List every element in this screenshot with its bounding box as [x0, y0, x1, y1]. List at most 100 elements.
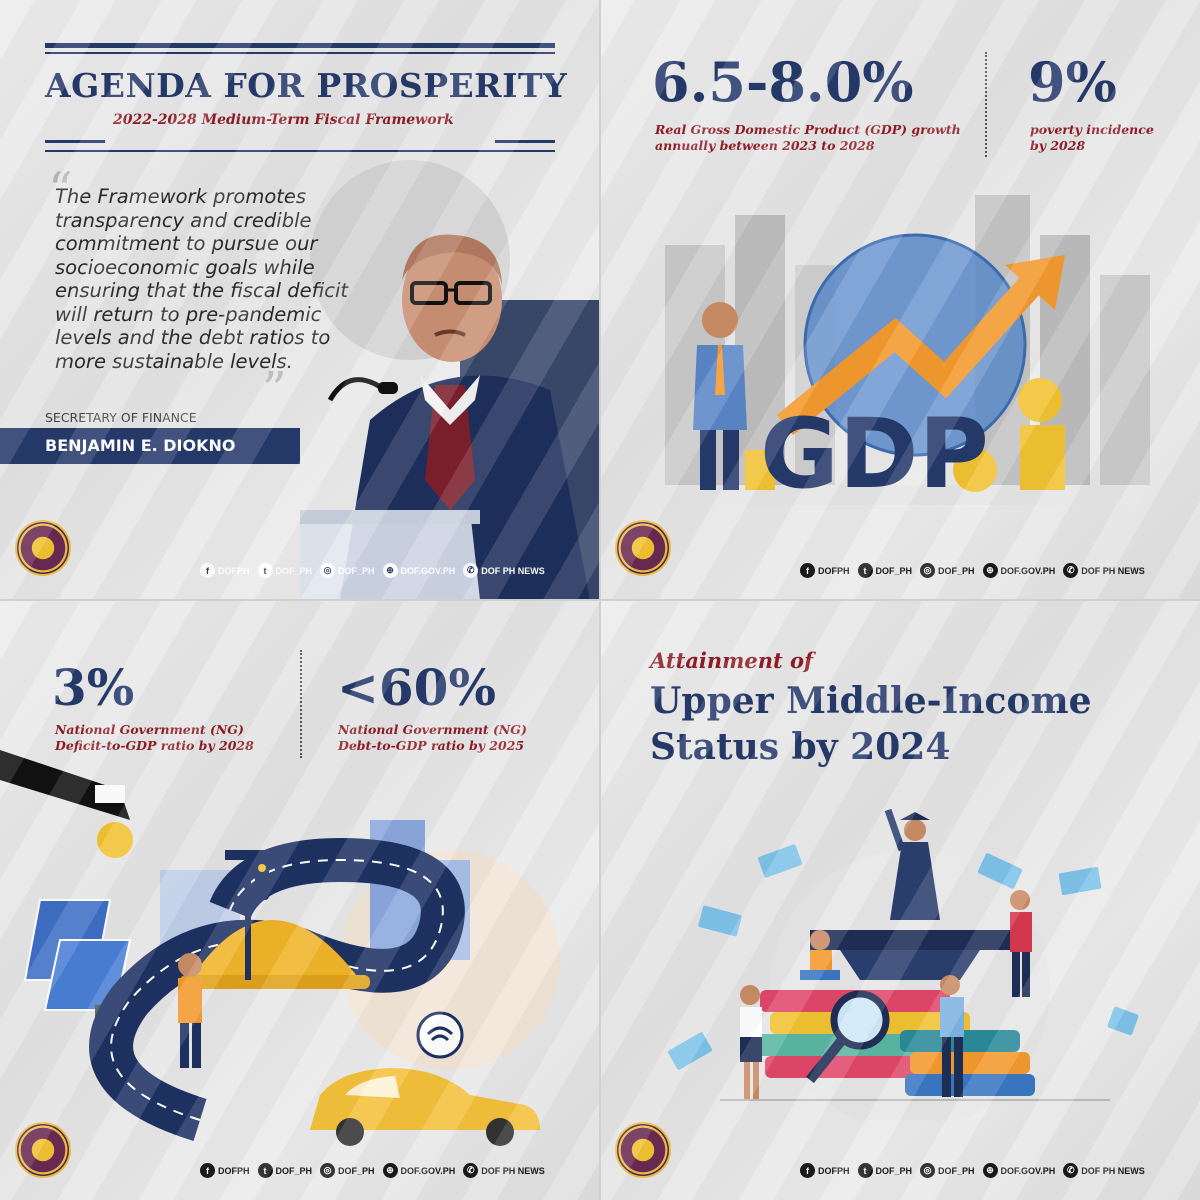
twitter-link[interactable]: t DOF_PH [857, 1163, 912, 1178]
poverty-value: 9% [1028, 50, 1117, 114]
car [310, 1068, 540, 1146]
social-links: f DOFPH t DOF_PH ◎ DOF_PH ⊕ DOF.GOV.PH ✆ DOF … [200, 563, 548, 578]
income-kicker: Attainment of [650, 648, 814, 673]
panel-divider-horizontal [0, 599, 1200, 601]
facebook-icon: f [200, 563, 215, 578]
businessman-figure [693, 302, 747, 490]
infrastructure-illustration [0, 750, 560, 1146]
man-figure [940, 975, 964, 1097]
dof-seal-logo [15, 520, 71, 576]
income-title-line2: Status by 2024 [650, 726, 951, 768]
megaphone-figure [1010, 890, 1032, 997]
graduate-figure [884, 808, 940, 920]
viber-link[interactable]: ✆ DOF PH NEWS [463, 563, 545, 578]
gdp-growth-label-line1: Real Gross Domestic Product (GDP) growth [655, 122, 961, 137]
gdp-text: GDP [760, 398, 989, 510]
phone-icon: ✆ [1063, 563, 1079, 578]
quote-text: The Framework promotes transparency and … [55, 185, 349, 373]
facebook-icon: f [800, 1163, 815, 1178]
debt-label-line2: Debt-to-GDP ratio by 2025 [338, 738, 525, 753]
title-rule-top [45, 43, 555, 48]
globe-icon: ⊕ [382, 563, 398, 578]
twitter-icon: t [257, 563, 273, 578]
instagram-link[interactable]: ◎ DOF_PH [920, 1163, 975, 1178]
gdp-coins [745, 378, 1065, 492]
phone-icon: ✆ [463, 1163, 479, 1178]
phone-icon: ✆ [463, 563, 479, 578]
instagram-link[interactable]: ◎ DOF_PH [920, 563, 975, 578]
facebook-link[interactable]: f DOFPH [800, 1163, 850, 1178]
phone-icon: ✆ [1063, 1163, 1079, 1178]
social-links: f DOFPH t DOF_PH ◎ DOF_PH ⊕ DOF.GOV.PH ✆ DOF … [200, 1163, 548, 1178]
panel-agenda-quote: AGENDA FOR PROSPERITY 2022-2028 Medium-T… [0, 0, 600, 600]
speaker-name: BENJAMIN E. DIOKNO [0, 428, 300, 464]
panel-gdp-targets: 6.5-8.0% Real Gross Domestic Product (GD… [600, 0, 1200, 600]
globe-icon: ⊕ [982, 563, 998, 578]
dof-seal-logo [615, 520, 671, 576]
traffic-light [225, 850, 275, 980]
twitter-icon: t [857, 1163, 873, 1178]
social-links: f DOFPH t DOF_PH ◎ DOF_PH ⊕ DOF.GOV.PH ✆ DOF … [800, 563, 1148, 578]
instagram-link[interactable]: ◎ DOF_PH [320, 1163, 375, 1178]
woman-figure [740, 985, 762, 1100]
debt-label-line1: National Government (NG) [338, 722, 527, 737]
poverty-label-line2: by 2028 [1030, 138, 1086, 153]
gdp-growth-illustration: GDP [665, 195, 1150, 510]
debt-value: <60% [337, 658, 496, 717]
gdp-growth-value: 6.5-8.0% [652, 50, 914, 114]
panel-income-status: Attainment of Upper Middle-Income Status… [600, 600, 1200, 1200]
dof-seal-logo [15, 1122, 71, 1178]
twitter-icon: t [857, 563, 873, 578]
book-stack [755, 990, 1035, 1096]
title-rule-bottom [45, 150, 555, 152]
website-link[interactable]: ⊕ DOF.GOV.PH [982, 563, 1055, 578]
panel-fiscal-targets: 3% National Government (NG) Deficit-to-G… [0, 600, 600, 1200]
stat-separator [300, 650, 302, 758]
deficit-value: 3% [52, 658, 135, 717]
facebook-link[interactable]: f DOFPH [800, 563, 850, 578]
dof-seal-logo [615, 1122, 671, 1178]
subtitle-rule-right [495, 140, 555, 143]
globe-icon: ⊕ [382, 1163, 398, 1178]
globe-icon: ⊕ [982, 1163, 998, 1178]
open-quote-icon: “ [48, 162, 73, 218]
close-quote-icon: ” [262, 362, 287, 418]
reading-student-figure [800, 930, 840, 980]
stat-separator [985, 52, 987, 157]
instagram-icon: ◎ [920, 1163, 936, 1178]
engineer-figure [178, 953, 202, 1068]
deficit-label-line1: National Government (NG) [55, 722, 244, 737]
magnifier-icon [806, 990, 890, 1084]
website-link[interactable]: ⊕ DOF.GOV.PH [382, 1163, 455, 1178]
instagram-link[interactable]: ◎ DOF_PH [320, 563, 375, 578]
twitter-link[interactable]: t DOF_PH [257, 1163, 312, 1178]
viber-link[interactable]: ✆ DOF PH NEWS [1063, 1163, 1145, 1178]
twitter-link[interactable]: t DOF_PH [857, 563, 912, 578]
page-subtitle: 2022-2028 Medium-Term Fiscal Framework [113, 112, 454, 128]
twitter-icon: t [257, 1163, 273, 1178]
money-bills [667, 844, 1139, 1070]
facebook-link[interactable]: f DOFPH [200, 1163, 250, 1178]
facebook-link[interactable]: f DOFPH [200, 563, 250, 578]
poverty-label-line1: poverty incidence [1030, 122, 1154, 137]
page-title: AGENDA FOR PROSPERITY [45, 66, 568, 105]
wifi-icon [416, 1011, 464, 1059]
deficit-label-line2: Deficit-to-GDP ratio by 2028 [55, 738, 254, 753]
instagram-icon: ◎ [920, 563, 936, 578]
income-title-line1: Upper Middle-Income [650, 680, 1092, 722]
viber-link[interactable]: ✆ DOF PH NEWS [463, 1163, 545, 1178]
website-link[interactable]: ⊕ DOF.GOV.PH [382, 563, 455, 578]
viber-link[interactable]: ✆ DOF PH NEWS [1063, 563, 1145, 578]
social-links: f DOFPH t DOF_PH ◎ DOF_PH ⊕ DOF.GOV.PH ✆ DOF … [800, 1163, 1148, 1178]
education-success-illustration [667, 808, 1139, 1120]
title-rule-top-thin [45, 52, 555, 54]
instagram-icon: ◎ [320, 1163, 336, 1178]
twitter-link[interactable]: t DOF_PH [257, 563, 312, 578]
facebook-icon: f [200, 1163, 215, 1178]
subtitle-rule-left [45, 140, 105, 143]
facebook-icon: f [800, 563, 815, 578]
portrait-illustration [300, 160, 600, 600]
gdp-growth-label-line2: annually between 2023 to 2028 [655, 138, 875, 153]
speaker-role: SECRETARY OF FINANCE [45, 410, 197, 425]
website-link[interactable]: ⊕ DOF.GOV.PH [982, 1163, 1055, 1178]
